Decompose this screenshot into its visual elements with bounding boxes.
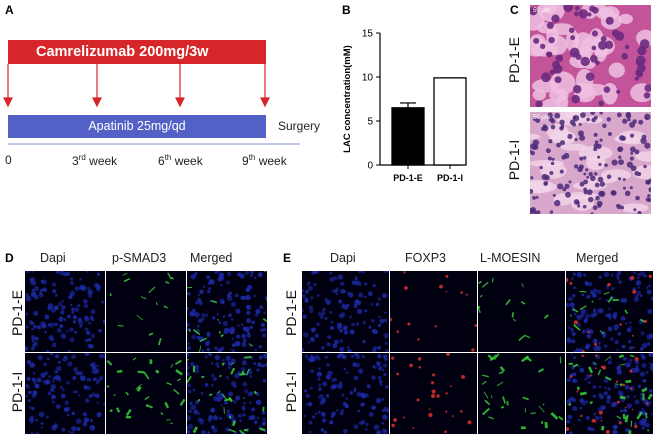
he-row-label-e: PD-1-E xyxy=(506,37,522,83)
d-tile-r0-c1 xyxy=(106,271,186,352)
he-image-pd1i xyxy=(530,112,651,214)
y-tick-label: 5 xyxy=(367,117,373,128)
e-tile-r0-c0 xyxy=(302,271,389,352)
timeline-label-3: 9th week xyxy=(242,153,287,168)
e-row-label-e: PD-1-E xyxy=(283,290,299,336)
d-tile-r0-c0 xyxy=(25,271,105,352)
d-row-label-e: PD-1-E xyxy=(9,290,25,336)
x-tick-label: PD-1-I xyxy=(437,173,463,183)
lac-bar-chart: 0 5 10 15 LAC concentration(mM) PD-1-E PD-1-I xyxy=(342,29,467,183)
d-col-psmad3: p-SMAD3 xyxy=(112,251,167,265)
e-col-foxp3: FOXP3 xyxy=(405,251,446,265)
e-tile-r1-c3 xyxy=(566,353,653,434)
he-row-label-i: PD-1-I xyxy=(506,139,522,181)
y-tick-label: 0 xyxy=(367,161,373,172)
surgery-label: Surgery xyxy=(278,119,321,133)
e-tile-r0-c3 xyxy=(566,271,653,352)
panel-label-d: D xyxy=(5,251,14,265)
d-col-merged: Merged xyxy=(190,251,233,265)
scale-bar-label-i: 50 μm xyxy=(533,115,550,121)
e-col-merged: Merged xyxy=(576,251,619,265)
e-tile-r0-c1 xyxy=(390,271,477,352)
y-tick-label: 10 xyxy=(362,73,374,84)
y-axis-label: LAC concentration(mM) xyxy=(342,45,353,153)
d-tile-r0-c2 xyxy=(187,271,267,352)
scale-bar-label-e: 50 μm xyxy=(533,8,550,14)
timeline-arrows xyxy=(3,64,300,145)
panel-label-a: A xyxy=(5,3,14,17)
camrelizumab-bar: Camrelizumab 200mg/3w xyxy=(8,40,266,64)
d-col-dapi: Dapi xyxy=(40,251,66,265)
bar-pd-1-i xyxy=(433,77,467,166)
timeline-label-2: 6th week xyxy=(158,153,203,168)
he-image-pd1e xyxy=(530,5,651,107)
d-tile-r1-c2 xyxy=(187,353,267,434)
e-tile-r1-c0 xyxy=(302,353,389,434)
d-tile-r1-c1 xyxy=(106,353,186,434)
e-col-dapi: Dapi xyxy=(330,251,356,265)
e-tile-r1-c1 xyxy=(390,353,477,434)
d-row-label-i: PD-1-I xyxy=(9,371,25,413)
panel-label-b: B xyxy=(342,3,351,17)
apatinib-bar: Apatinib 25mg/qd xyxy=(8,115,266,138)
e-row-label-i: PD-1-I xyxy=(283,371,299,413)
bar-pd-1-e xyxy=(391,107,425,166)
timeline-label-1: 3rd week xyxy=(72,153,118,168)
timeline-label-0: 0 xyxy=(5,153,12,167)
x-tick-label: PD-1-E xyxy=(393,173,423,183)
e-tile-r0-c2 xyxy=(478,271,565,352)
panel-label-e: E xyxy=(283,251,292,265)
d-tile-r1-c0 xyxy=(25,353,105,434)
panel-label-c: C xyxy=(510,3,519,17)
e-tile-r1-c2 xyxy=(478,353,565,434)
y-tick-label: 15 xyxy=(362,29,374,40)
e-col-lmoesin: L-MOESIN xyxy=(480,251,541,265)
